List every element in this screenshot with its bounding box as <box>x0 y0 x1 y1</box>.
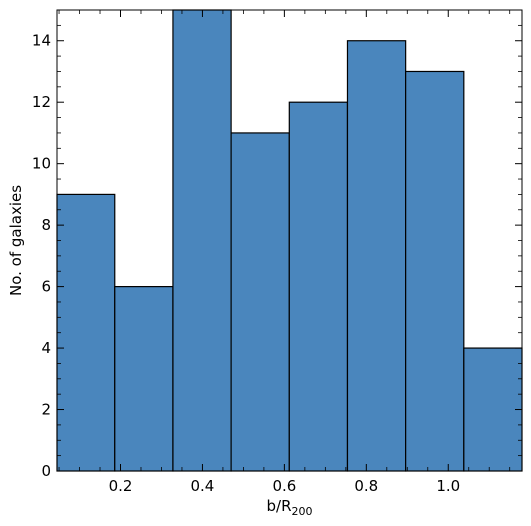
histogram-bar-2 <box>114 286 174 472</box>
y-tick-label-7: 14 <box>32 32 51 50</box>
histogram-bar-7 <box>405 70 465 472</box>
histogram-bar-4 <box>230 132 290 472</box>
y-tick-label-2: 4 <box>41 339 51 357</box>
plot-frame <box>56 9 523 472</box>
x-tick-label-4: 1.0 <box>436 477 460 495</box>
y-tick-label-6: 12 <box>32 93 51 111</box>
y-axis-label: No. of galaxies <box>7 185 25 296</box>
bars-group <box>56 9 523 472</box>
x-axis-label-main: b/R <box>267 497 292 515</box>
y-tick-label-0: 0 <box>41 462 51 480</box>
y-tick-label-3: 6 <box>41 278 51 296</box>
x-axis-label-subscript: 200 <box>292 505 313 518</box>
histogram-bar-6 <box>346 40 407 472</box>
histogram-bar-5 <box>288 101 349 472</box>
x-tick-label-2: 0.6 <box>272 477 296 495</box>
y-tick-label-1: 2 <box>41 401 51 419</box>
x-tick-label-3: 0.8 <box>354 477 378 495</box>
y-tick-label-5: 10 <box>32 155 51 173</box>
histogram-bar-1 <box>56 193 116 472</box>
histogram-bar-3 <box>172 9 232 472</box>
histogram-bar-8 <box>463 347 523 472</box>
minor-ticks-group <box>57 10 522 471</box>
x-tick-label-0: 0.2 <box>109 477 133 495</box>
x-axis-label: b/R200 <box>267 497 313 518</box>
x-tick-labels: 0.2 0.4 0.6 0.8 1.0 <box>109 477 461 495</box>
major-ticks-group <box>57 10 522 472</box>
x-tick-label-1: 0.4 <box>191 477 215 495</box>
y-tick-label-4: 8 <box>41 216 51 234</box>
y-tick-labels: 0 2 4 6 8 10 12 14 <box>32 32 51 480</box>
